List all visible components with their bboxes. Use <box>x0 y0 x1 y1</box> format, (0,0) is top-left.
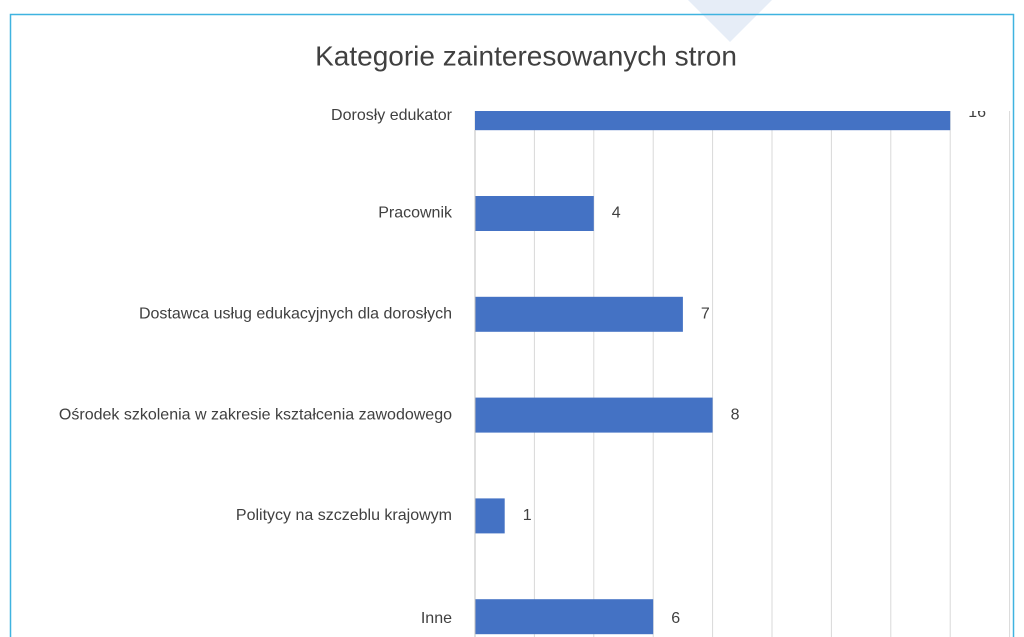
data-label: 1 <box>523 507 532 524</box>
bar <box>475 397 713 433</box>
frame <box>9 13 1015 637</box>
data-label: 6 <box>671 610 680 627</box>
y-tick-label: Inne <box>421 610 452 627</box>
y-tick-label: Dostawca usług edukacyjnych dla dorosłyc… <box>139 306 452 323</box>
y-tick-label: Politycy na szczeblu krajowym <box>236 507 452 524</box>
y-tick-label: Pracownik <box>378 205 453 222</box>
decoration <box>688 0 772 42</box>
bar <box>475 599 654 635</box>
y-tick-label: Dorosły edukator <box>331 107 453 124</box>
bar <box>475 296 683 332</box>
data-label: 8 <box>731 406 740 423</box>
chart-title: Kategorie zainteresowanych stron <box>315 40 737 71</box>
y-tick-label: Ośrodek szkolenia w zakresie kształcenia… <box>59 406 452 423</box>
bar <box>475 111 951 131</box>
bar <box>475 498 505 534</box>
data-label: 16 <box>968 104 986 121</box>
bar <box>475 196 594 231</box>
data-label: 4 <box>612 205 621 222</box>
data-label: 7 <box>701 306 710 323</box>
